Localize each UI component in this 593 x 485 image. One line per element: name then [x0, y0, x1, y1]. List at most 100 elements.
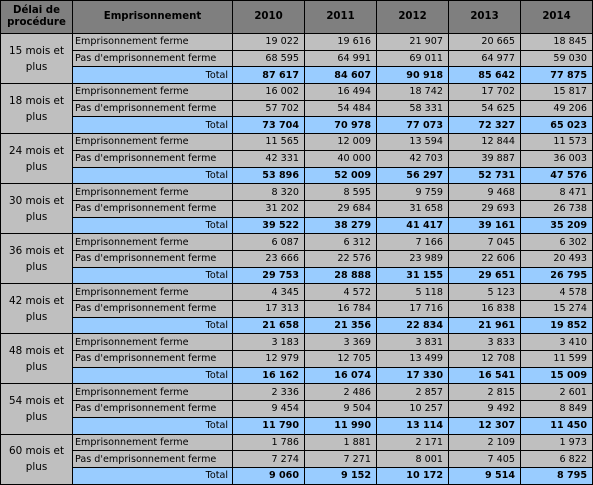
- total-row: Total 11 790 11 990 13 114 12 307 11 450: [1, 416, 593, 435]
- value-cell: 3 369: [304, 333, 377, 352]
- value-cell: 10 257: [376, 400, 449, 418]
- row-label-ferme: Emprisonnement ferme: [72, 333, 233, 352]
- total-row: Total 53 896 52 009 56 297 52 731 47 576: [1, 166, 593, 185]
- value-cell: 22 576: [304, 249, 377, 268]
- table-row: Pas d'emprisonnement ferme 68 595 64 991 69…: [1, 49, 593, 68]
- value-cell: 18 845: [520, 33, 593, 51]
- value-cell: 7 274: [232, 450, 305, 468]
- header-year: 2010: [232, 0, 305, 34]
- value-cell: 12 979: [232, 350, 305, 368]
- value-cell: 11 573: [520, 133, 593, 151]
- value-cell: 4 572: [304, 283, 377, 301]
- row-label-pas-ferme: Pas d'emprisonnement ferme: [72, 450, 233, 468]
- total-row: Total 29 753 28 888 31 155 29 651 26 795: [1, 266, 593, 285]
- header-year: 2013: [448, 0, 521, 34]
- total-value-cell: 90 918: [376, 66, 449, 85]
- value-cell: 39 887: [448, 149, 521, 168]
- value-cell: 40 000: [304, 149, 377, 168]
- value-cell: 12 844: [448, 133, 521, 151]
- value-cell: 9 492: [448, 400, 521, 418]
- value-cell: 54 484: [304, 99, 377, 118]
- value-cell: 1 786: [232, 433, 305, 452]
- total-row: Total 73 704 70 978 77 073 72 327 65 023: [1, 116, 593, 135]
- total-value-cell: 65 023: [520, 116, 593, 135]
- delai-cell: 30 mois et plus: [0, 183, 73, 235]
- total-value-cell: 12 307: [448, 416, 521, 435]
- total-value-cell: 28 888: [304, 266, 377, 285]
- value-cell: 21 907: [376, 33, 449, 51]
- value-cell: 16 494: [304, 83, 377, 101]
- value-cell: 36 003: [520, 149, 593, 168]
- total-row: Total 39 522 38 279 41 417 39 161 35 209: [1, 216, 593, 235]
- value-cell: 20 493: [520, 249, 593, 268]
- value-cell: 26 738: [520, 199, 593, 218]
- table-row: 48 mois et plus Emprisonnement ferme 3 183…: [0, 333, 593, 385]
- value-cell: 8 595: [304, 183, 377, 201]
- delai-cell: 54 mois et plus: [0, 383, 73, 435]
- total-value-cell: 9 514: [448, 466, 521, 485]
- total-value-cell: 9 152: [304, 466, 377, 485]
- value-cell: 8 320: [232, 183, 305, 201]
- total-label: Total: [72, 366, 233, 385]
- value-cell: 9 454: [232, 400, 305, 418]
- value-cell: 13 499: [376, 350, 449, 368]
- total-label: Total: [72, 66, 233, 85]
- value-cell: 3 831: [376, 333, 449, 352]
- value-cell: 15 274: [520, 300, 593, 318]
- table-row: 36 mois et plus Emprisonnement ferme 6 087…: [0, 233, 593, 285]
- total-value-cell: 17 330: [376, 366, 449, 385]
- total-label: Total: [72, 116, 233, 135]
- value-cell: 11 565: [232, 133, 305, 151]
- total-value-cell: 11 790: [232, 416, 305, 435]
- table-row: Pas d'emprisonnement ferme 31 202 29 684 31…: [1, 199, 593, 218]
- total-row: Total 9 060 9 152 10 172 9 514 8 795: [1, 466, 593, 485]
- table-row: 18 mois et plus Emprisonnement ferme 16 00…: [0, 83, 593, 135]
- total-value-cell: 70 978: [304, 116, 377, 135]
- row-label-pas-ferme: Pas d'emprisonnement ferme: [72, 249, 233, 268]
- value-cell: 64 991: [304, 49, 377, 68]
- total-row: Total 21 658 21 356 22 834 21 961 19 852: [1, 316, 593, 335]
- value-cell: 68 595: [232, 49, 305, 68]
- value-cell: 42 331: [232, 149, 305, 168]
- value-cell: 17 716: [376, 300, 449, 318]
- delai-cell: 15 mois et plus: [0, 32, 73, 85]
- total-value-cell: 35 209: [520, 216, 593, 235]
- row-label-ferme: Emprisonnement ferme: [72, 33, 233, 51]
- value-cell: 2 336: [232, 383, 305, 402]
- total-value-cell: 21 356: [304, 316, 377, 335]
- total-value-cell: 15 009: [520, 366, 593, 385]
- header-year: 2011: [304, 0, 377, 34]
- total-value-cell: 16 162: [232, 366, 305, 385]
- value-cell: 7 405: [448, 450, 521, 468]
- value-cell: 3 183: [232, 333, 305, 352]
- value-cell: 9 759: [376, 183, 449, 201]
- row-label-pas-ferme: Pas d'emprisonnement ferme: [72, 199, 233, 218]
- total-value-cell: 10 172: [376, 466, 449, 485]
- total-value-cell: 87 617: [232, 66, 305, 85]
- total-value-cell: 21 658: [232, 316, 305, 335]
- value-cell: 49 206: [520, 99, 593, 118]
- value-cell: 19 616: [304, 33, 377, 51]
- total-value-cell: 47 576: [520, 166, 593, 185]
- total-label: Total: [72, 416, 233, 435]
- value-cell: 17 313: [232, 300, 305, 318]
- value-cell: 29 684: [304, 199, 377, 218]
- total-value-cell: 21 961: [448, 316, 521, 335]
- value-cell: 16 002: [232, 83, 305, 101]
- total-label: Total: [72, 316, 233, 335]
- total-value-cell: 31 155: [376, 266, 449, 285]
- delai-cell: 18 mois et plus: [0, 83, 73, 135]
- table-row: Pas d'emprisonnement ferme 23 666 22 576 23…: [1, 249, 593, 268]
- table-row: 54 mois et plus Emprisonnement ferme 2 336…: [0, 383, 593, 435]
- value-cell: 18 742: [376, 83, 449, 101]
- total-label: Total: [72, 266, 233, 285]
- value-cell: 12 708: [448, 350, 521, 368]
- value-cell: 16 784: [304, 300, 377, 318]
- value-cell: 42 703: [376, 149, 449, 168]
- delai-cell: 36 mois et plus: [0, 233, 73, 285]
- total-value-cell: 73 704: [232, 116, 305, 135]
- total-value-cell: 38 279: [304, 216, 377, 235]
- value-cell: 1 973: [520, 433, 593, 452]
- row-label-ferme: Emprisonnement ferme: [72, 83, 233, 101]
- total-value-cell: 29 753: [232, 266, 305, 285]
